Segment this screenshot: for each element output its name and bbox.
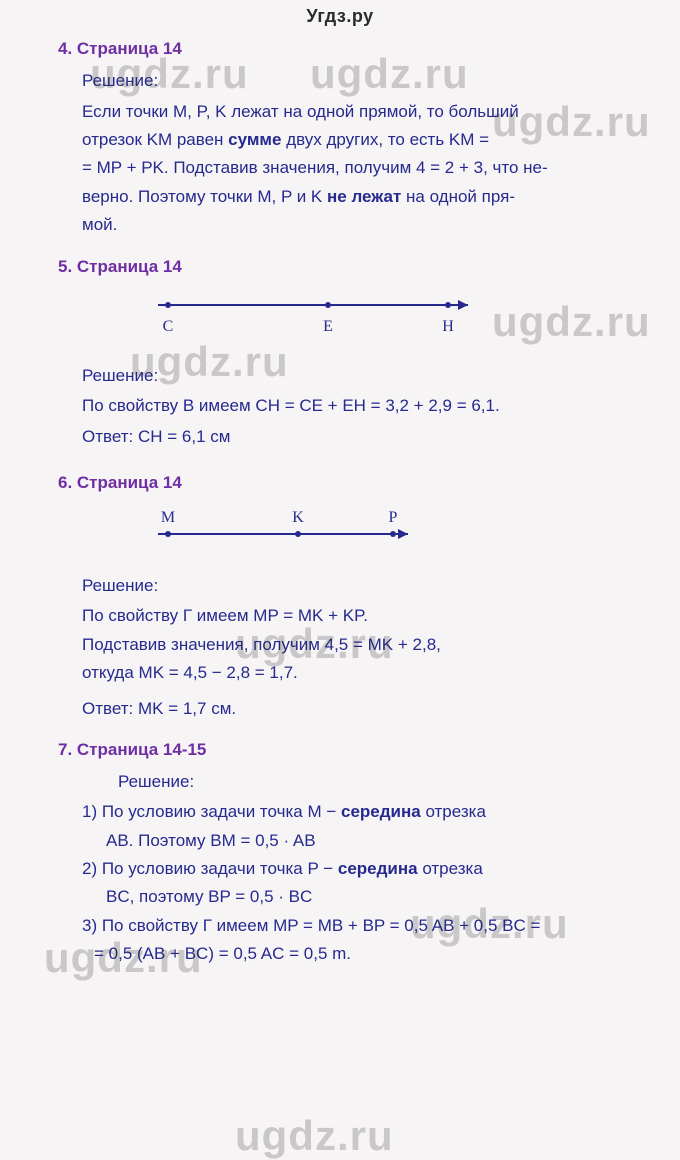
text-span: верно. Поэтому точки M, P и K bbox=[82, 187, 327, 206]
problem-7-line6: = 0,5 (AB + BC) = 0,5 AC = 0,5 m. bbox=[94, 941, 642, 967]
point-k-label: K bbox=[292, 509, 304, 526]
problem-7: 7. Страница 14-15 Решение: 1) По условию… bbox=[58, 737, 642, 968]
bold-span: не лежат bbox=[327, 187, 401, 206]
problem-6-resh: Решение: bbox=[82, 573, 642, 599]
problem-5-title: 5. Страница 14 bbox=[58, 254, 642, 280]
problem-7-line3: 2) По условию задачи точка P − середина … bbox=[82, 856, 642, 882]
text-span: отрезка bbox=[418, 859, 483, 878]
bold-span: середина bbox=[341, 802, 421, 821]
segment-diagram-mkp: M K P bbox=[148, 506, 642, 558]
problem-7-resh: Решение: bbox=[118, 769, 642, 795]
problem-4-line3: = MP + PK. Подставив значения, получим 4… bbox=[82, 155, 642, 181]
problem-4-line4: верно. Поэтому точки M, P и K не лежат н… bbox=[82, 184, 642, 210]
point-p-label: P bbox=[389, 509, 398, 526]
problem-5-answer: Ответ: CH = 6,1 см bbox=[82, 424, 642, 450]
text-span: 2) По условию задачи точка P − bbox=[82, 859, 338, 878]
problem-4: 4. Страница 14 Решение: Если точки M, P,… bbox=[58, 36, 642, 238]
segment-diagram-ceh: C E H bbox=[148, 291, 642, 349]
problem-6-line3: откуда MK = 4,5 − 2,8 = 1,7. bbox=[82, 660, 642, 686]
problem-4-line5: мой. bbox=[82, 212, 642, 238]
problem-5-resh: Решение: bbox=[82, 363, 642, 389]
problem-7-title: 7. Страница 14-15 bbox=[58, 737, 642, 763]
problem-5: 5. Страница 14 C E H Решение: По свойств… bbox=[58, 254, 642, 450]
problem-7-line1: 1) По условию задачи точка M − середина … bbox=[82, 799, 642, 825]
problem-6-line2: Подставив значения, получим 4,5 = MK + 2… bbox=[82, 632, 642, 658]
bold-span: середина bbox=[338, 859, 418, 878]
problem-7-line4: BC, поэтому BP = 0,5 · BC bbox=[106, 884, 642, 910]
point-c-label: C bbox=[163, 318, 174, 335]
problem-4-title: 4. Страница 14 bbox=[58, 36, 642, 62]
problem-6: 6. Страница 14 M K P Решение: По свойств… bbox=[58, 470, 642, 722]
text-span: 1) По условию задачи точка M − bbox=[82, 802, 341, 821]
text-span: двух других, то есть KM = bbox=[281, 130, 489, 149]
page-content: 4. Страница 14 Решение: Если точки M, P,… bbox=[0, 0, 680, 1151]
problem-7-line2: AB. Поэтому BM = 0,5 · AB bbox=[106, 828, 642, 854]
text-span: отрезок KM равен bbox=[82, 130, 228, 149]
text-span: отрезка bbox=[421, 802, 486, 821]
problem-4-line2: отрезок KM равен сумме двух других, то е… bbox=[82, 127, 642, 153]
text-span: на одной пря- bbox=[401, 187, 515, 206]
problem-4-resh: Решение: bbox=[82, 68, 642, 94]
problem-7-line5: 3) По свойству Г имеем MP = MB + BP = 0,… bbox=[82, 913, 642, 939]
point-e-label: E bbox=[323, 318, 333, 335]
problem-6-line1: По свойству Г имеем MP = MK + KP. bbox=[82, 603, 642, 629]
problem-6-answer: Ответ: MK = 1,7 см. bbox=[82, 696, 642, 722]
problem-4-line1: Если точки M, P, K лежат на одной прямой… bbox=[82, 99, 642, 125]
bold-span: сумме bbox=[228, 130, 281, 149]
problem-5-line1: По свойству B имеем CH = CE + EH = 3,2 +… bbox=[82, 393, 642, 419]
problem-6-title: 6. Страница 14 bbox=[58, 470, 642, 496]
point-h-label: H bbox=[442, 318, 454, 335]
point-m-label: M bbox=[161, 509, 175, 526]
